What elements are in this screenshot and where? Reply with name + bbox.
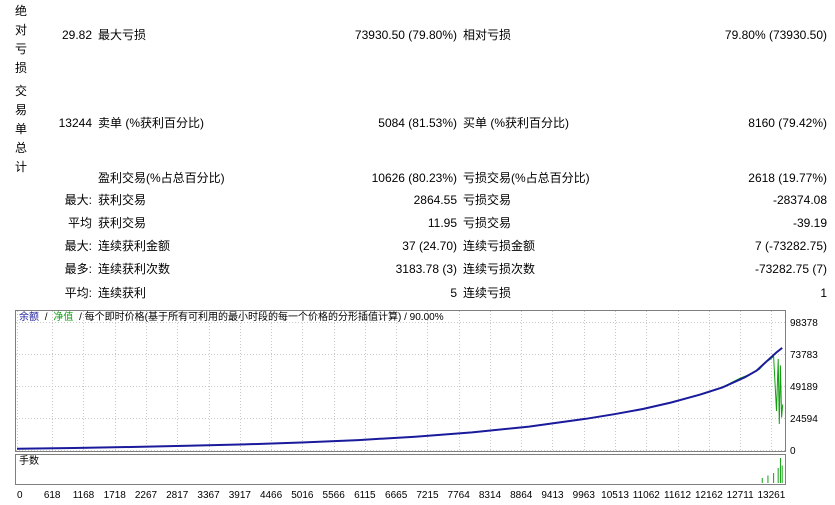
stat-label-right: 相对亏损 <box>463 28 512 42</box>
x-tick-label: 9963 <box>573 490 596 501</box>
stat-label-left: 连续获利 <box>98 286 147 300</box>
stat-value-right: 7 (-73282.75) <box>754 239 827 253</box>
y-tick-label: 98378 <box>790 318 818 329</box>
x-tick-label: 6665 <box>385 490 408 501</box>
main-chart-frame <box>15 310 786 452</box>
x-tick-label: 0 <box>17 490 23 501</box>
x-tick-label: 5016 <box>291 490 314 501</box>
stat-label-left: 获利交易 <box>98 193 147 207</box>
y-tick-label: 73783 <box>790 350 818 361</box>
x-tick-label: 4466 <box>260 490 283 501</box>
stat-label-right: 买单 (%获利百分比) <box>463 116 569 130</box>
x-tick-label: 8864 <box>510 490 533 501</box>
stat-value-right: -28374.08 <box>772 193 827 207</box>
x-tick-label: 8314 <box>479 490 502 501</box>
stat-value-left: 3183.78 (3) <box>395 262 457 276</box>
stat-value-right: -39.19 <box>792 216 827 230</box>
stat-value-right: 2618 (19.77%) <box>748 171 827 185</box>
legend-balance: 余额 <box>19 310 39 323</box>
stat-value-right: 8160 (79.42%) <box>748 116 827 130</box>
stat-value-left: 2864.55 <box>413 193 457 207</box>
lots-label: 手数 <box>19 454 39 467</box>
stat-value-left: 73930.50 (79.80%) <box>354 28 457 42</box>
x-tick-label: 3917 <box>229 490 252 501</box>
x-tick-label: 7215 <box>416 490 439 501</box>
y-tick-label: 24594 <box>790 414 818 425</box>
stat-c1: 13244 <box>58 116 92 130</box>
stat-label-right: 亏损交易 <box>463 193 512 207</box>
stat-label-left: 最大亏损 <box>98 28 147 42</box>
x-tick-label: 1168 <box>73 490 95 501</box>
stat-c1: 最多: <box>64 262 92 276</box>
section-label-absolute-loss: 绝对亏损 <box>14 4 27 75</box>
stat-c1: 最大: <box>64 239 92 253</box>
balance-series-line <box>16 347 783 450</box>
x-tick-label: 12711 <box>727 490 755 501</box>
stat-c1: 29.82 <box>61 28 92 42</box>
stat-value-right: 79.80% (73930.50) <box>724 28 827 42</box>
x-tick-label: 618 <box>44 490 61 501</box>
x-tick-label: 9413 <box>541 490 564 501</box>
stat-value-left: 10626 (80.23%) <box>371 171 457 185</box>
stat-label-right: 连续亏损 <box>463 286 512 300</box>
stat-value-right: -73282.75 (7) <box>754 262 827 276</box>
x-tick-label: 12162 <box>695 490 723 501</box>
stat-label-left: 获利交易 <box>98 216 147 230</box>
stat-c1: 平均: <box>64 286 92 300</box>
lots-chart-frame <box>15 454 786 485</box>
x-tick-label: 1718 <box>104 490 127 501</box>
stat-label-right: 连续亏损次数 <box>463 262 536 276</box>
y-tick-label: 0 <box>790 446 796 457</box>
legend-separator: / <box>45 312 48 323</box>
stat-c1: 平均 <box>67 216 92 230</box>
y-tick-label: 49189 <box>790 382 818 393</box>
section-label-total-trades: 交易单总计 <box>14 84 27 174</box>
stat-value-left: 5084 (81.53%) <box>378 116 457 130</box>
stat-label-left: 卖单 (%获利百分比) <box>98 116 204 130</box>
stat-label-left: 连续获利金额 <box>98 239 171 253</box>
stat-c1: 最大: <box>64 193 92 207</box>
x-tick-label: 2267 <box>135 490 158 501</box>
stat-value-left: 5 <box>450 286 457 300</box>
chart-legend: 余额 / 净值 / 每个即时价格(基于所有可利用的最小时段的每一个价格的分形插值… <box>19 310 444 323</box>
stat-label-left: 盈利交易(%占总百分比) <box>98 171 225 185</box>
stat-label-right: 连续亏损金额 <box>463 239 536 253</box>
x-tick-label: 6115 <box>354 490 376 501</box>
stat-value-right: 1 <box>820 286 827 300</box>
x-tick-label: 11062 <box>633 490 661 501</box>
stat-value-left: 37 (24.70) <box>402 239 457 253</box>
x-tick-label: 2817 <box>166 490 189 501</box>
stat-label-right: 亏损交易 <box>463 216 512 230</box>
x-tick-label: 3367 <box>197 490 220 501</box>
stat-label-right: 亏损交易(%占总百分比) <box>463 171 590 185</box>
x-tick-label: 13261 <box>757 490 785 501</box>
legend-description: / 每个即时价格(基于所有可利用的最小时段的每一个价格的分形插值计算) / 90… <box>79 310 444 323</box>
x-tick-label: 5566 <box>323 490 346 501</box>
stat-label-left: 连续获利次数 <box>98 262 171 276</box>
legend-equity: 净值 <box>53 310 73 323</box>
x-tick-label: 10513 <box>601 490 629 501</box>
x-tick-label: 11612 <box>664 490 692 501</box>
stat-value-left: 11.95 <box>427 216 457 230</box>
x-tick-label: 7764 <box>448 490 471 501</box>
